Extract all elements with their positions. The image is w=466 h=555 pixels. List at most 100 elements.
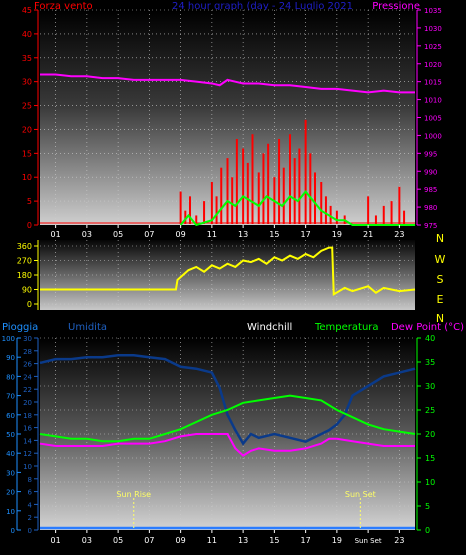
humidity-axis-tick-label: 2 (28, 514, 32, 522)
wind-left-tick-label: 20 (22, 125, 32, 134)
wind-x-tick-label: 07 (144, 230, 154, 239)
graph-date-title: 24 hour graph (day - 24 Luglio 2021 (172, 1, 353, 12)
wind-force-title: Forza vento (34, 1, 93, 12)
pressure-right-tick-label: 1005 (424, 115, 442, 123)
pressure-right-tick-label: 990 (424, 168, 437, 176)
sunset-label: Sun Set (345, 490, 376, 499)
climate-x-tick-label: 09 (176, 536, 186, 545)
wind-left-tick-label: 5 (27, 197, 32, 206)
direction-left-tick-label: 180 (17, 271, 32, 280)
humidity-axis-tick-label: 12 (23, 450, 32, 458)
humidity-line (39, 354, 416, 446)
wind-average-line (179, 189, 415, 227)
wind-left-tick-label: 35 (22, 54, 32, 63)
wind-x-tick-label: 23 (394, 230, 404, 239)
temperature-axis-tick-label: 25 (425, 406, 435, 415)
wind-x-tick-label: 17 (301, 230, 311, 239)
rain-axis-tick-label: 40 (6, 450, 15, 458)
temperature-axis-tick-label: 15 (425, 454, 435, 463)
humidity-axis-tick-label: 28 (23, 348, 32, 356)
wind-left-tick-label: 15 (22, 149, 32, 158)
humidity-axis-tick-label: 10 (23, 463, 32, 471)
temperature-axis-tick-label: 20 (425, 430, 435, 439)
wind-x-tick-label: 21 (363, 230, 373, 239)
wind-left-tick-label: 25 (22, 102, 32, 111)
rain-axis-tick-label: 50 (6, 431, 15, 439)
dewpoint-line (39, 433, 415, 457)
dewpoint-title: Dew Point (°C) (391, 322, 464, 333)
pressure-right-tick-label: 980 (424, 204, 437, 212)
pressure-line (40, 73, 415, 94)
direction-left-tick-label: 90 (22, 286, 32, 295)
wind-x-tick-label: 05 (113, 230, 123, 239)
wind-x-tick-label: 03 (82, 230, 92, 239)
compass-letter-n: N (436, 312, 444, 325)
temperature-axis-tick-label: 35 (425, 358, 435, 367)
wind-direction-line (40, 246, 416, 297)
temperature-axis-tick-label: 40 (425, 334, 435, 343)
climate-x-tick-label: 15 (269, 536, 279, 545)
humidity-title: Umidita (68, 322, 107, 333)
temperature-line (39, 394, 416, 443)
climate-x-tick-label: Sun Set (355, 537, 382, 545)
climate-x-tick-label: 23 (394, 536, 404, 545)
wind-left-tick-label: 30 (22, 78, 32, 87)
wind-x-tick-label: 13 (238, 230, 248, 239)
pressure-right-tick-label: 1010 (424, 97, 442, 105)
pressure-title: Pressione (372, 1, 420, 12)
direction-left-tick-label: 270 (17, 257, 32, 266)
compass-letter-s: S (437, 273, 444, 286)
pressure-right-tick-label: 1035 (424, 7, 442, 15)
temperature-axis-tick-label: 0 (425, 526, 430, 535)
compass-letter-e: E (437, 293, 444, 306)
climate-x-tick-label: 11 (207, 536, 217, 545)
wind-left-tick-label: 0 (27, 221, 32, 230)
climate-x-tick-label: 17 (301, 536, 311, 545)
pressure-right-tick-label: 975 (424, 222, 437, 230)
rain-axis-tick-label: 80 (6, 373, 15, 381)
temperature-axis-tick-label: 5 (425, 502, 430, 511)
climate-x-tick-label: 07 (144, 536, 154, 545)
rain-title: Pioggia (2, 322, 38, 333)
sunrise-label: Sun Rise (116, 490, 151, 499)
humidity-axis-tick-label: 30 (23, 335, 32, 343)
humidity-axis-tick-label: 16 (23, 425, 32, 433)
pressure-right-tick-label: 1025 (424, 43, 442, 51)
temperature-axis-tick-label: 30 (425, 382, 435, 391)
humidity-axis-tick-label: 14 (23, 437, 32, 445)
rain-axis-tick-label: 30 (6, 469, 15, 477)
rain-axis-tick-label: 100 (2, 335, 15, 343)
windchill-title: Windchill (247, 322, 292, 333)
direction-left-tick-label: 0 (27, 300, 32, 309)
rain-axis-tick-label: 70 (6, 393, 15, 401)
climate-x-tick-label: 01 (51, 536, 61, 545)
pressure-right-tick-label: 1000 (424, 132, 442, 140)
rain-axis-tick-label: 10 (6, 508, 15, 516)
wind-x-tick-label: 01 (51, 230, 61, 239)
wind-left-tick-label: 45 (22, 6, 32, 15)
humidity-axis-tick-label: 0 (28, 527, 32, 535)
pressure-right-tick-label: 995 (424, 150, 437, 158)
humidity-axis-tick-label: 24 (23, 373, 32, 381)
rain-axis-tick-label: 20 (6, 489, 15, 497)
climate-x-tick-label: 03 (82, 536, 92, 545)
wind-x-tick-label: 09 (176, 230, 186, 239)
wind-x-tick-label: 19 (332, 230, 342, 239)
climate-x-tick-label: 05 (113, 536, 123, 545)
climate-x-tick-label: 19 (332, 536, 342, 545)
wind-x-tick-label: 15 (269, 230, 279, 239)
humidity-axis-tick-label: 22 (23, 386, 32, 394)
pressure-right-tick-label: 1015 (424, 79, 442, 87)
wind-x-tick-label: 11 (207, 230, 217, 239)
humidity-axis-tick-label: 6 (28, 489, 33, 497)
compass-letter-w: W (435, 253, 446, 266)
humidity-axis-tick-label: 8 (28, 476, 32, 484)
humidity-axis-tick-label: 4 (28, 501, 33, 509)
temperature-axis-tick-label: 10 (425, 478, 435, 487)
compass-letter-n: N (436, 232, 444, 245)
wind-left-tick-label: 10 (22, 173, 32, 182)
climate-x-tick-label: 13 (238, 536, 248, 545)
direction-left-tick-label: 360 (17, 242, 32, 251)
humidity-axis-tick-label: 20 (23, 399, 32, 407)
